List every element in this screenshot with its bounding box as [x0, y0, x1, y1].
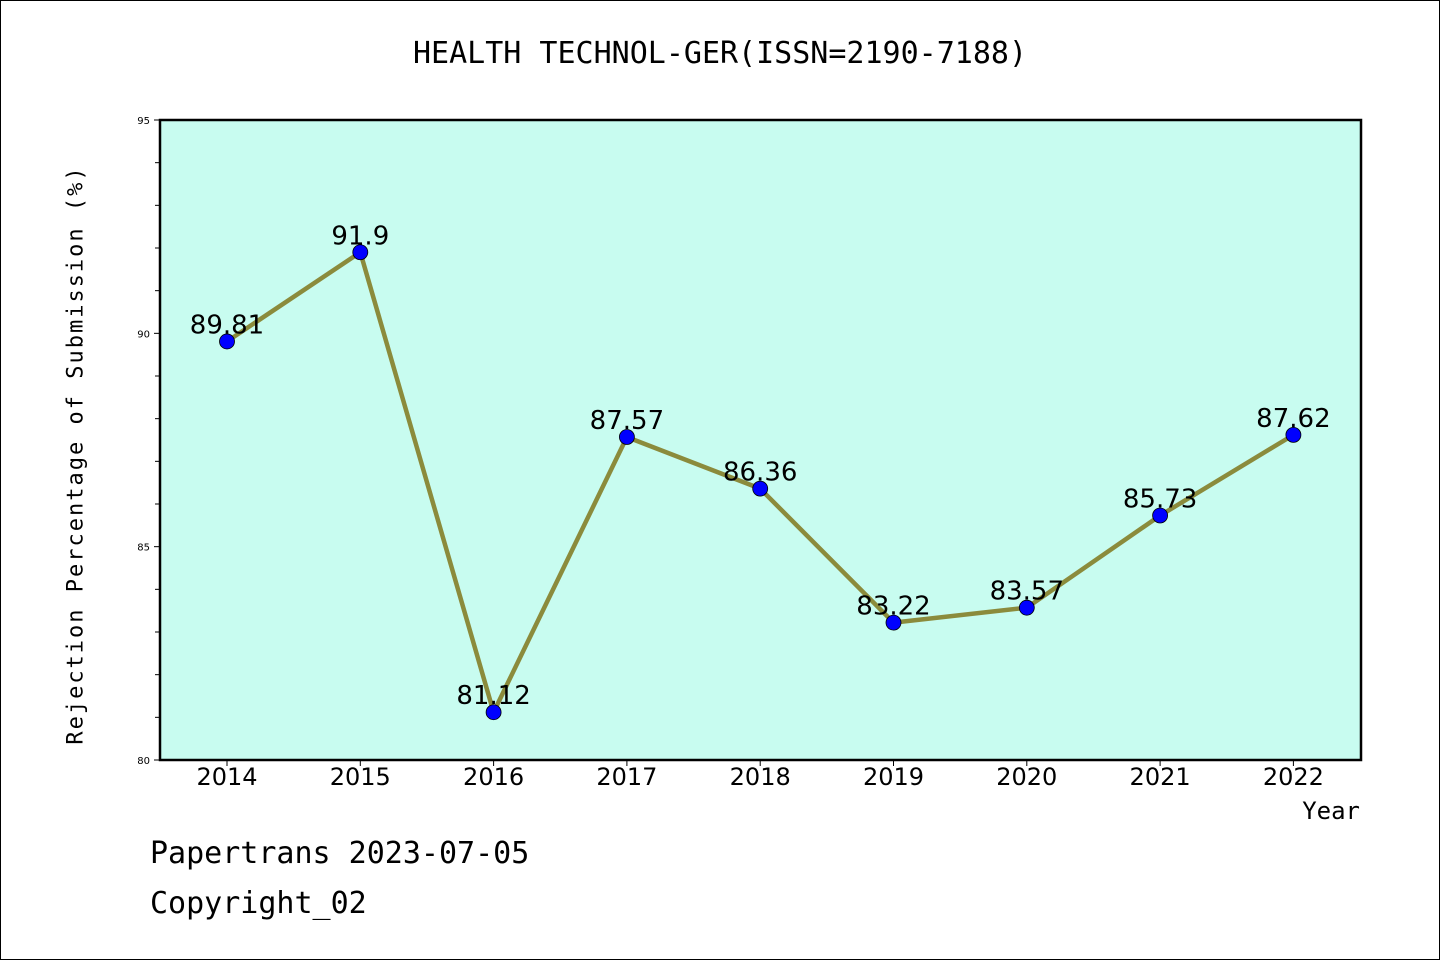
x-tick-label: 2020: [996, 763, 1057, 791]
y-axis-ticks: 80 85 90 95: [137, 116, 160, 767]
data-label: 91.9: [331, 221, 389, 251]
x-tick-label: 2016: [463, 763, 524, 791]
x-tick-label: 2018: [730, 763, 791, 791]
y-tick-label: 95: [137, 116, 150, 127]
x-tick-label: 2022: [1263, 763, 1324, 791]
x-tick-label: 2014: [196, 763, 257, 791]
data-label: 87.62: [1256, 404, 1330, 434]
data-label: 89.81: [190, 310, 264, 340]
data-labels: 89.81 91.9 81.12 87.57 86.36 83.22 83.57 85.73 8…: [190, 221, 1331, 711]
x-tick-label: 2015: [330, 763, 391, 791]
chart-title: HEALTH TECHNOL-GER(ISSN=2190-7188): [412, 36, 1028, 71]
plot-border: [158, 118, 1363, 762]
data-point: [619, 429, 635, 445]
data-point: [352, 244, 369, 261]
plot-area: [160, 120, 1361, 760]
y-tick-label: 85: [137, 543, 150, 554]
data-label: 86.36: [723, 458, 797, 488]
y-tick-label: 80: [137, 756, 150, 767]
y-tick-label: 90: [137, 329, 150, 340]
data-point: [1285, 426, 1302, 443]
data-label: 83.57: [990, 577, 1064, 607]
data-points: [219, 244, 1302, 721]
footer-copyright: Copyright_02: [150, 886, 367, 921]
data-label: 81.12: [456, 681, 530, 711]
x-tick-label: 2017: [596, 763, 657, 791]
x-axis-label: Year: [1302, 797, 1360, 825]
data-label: 85.73: [1123, 485, 1197, 515]
data-point: [219, 333, 235, 350]
x-axis-ticks: 2014 2015 2016 2017 2018 2019 2020 2021 2022: [196, 760, 1324, 791]
footer-date: Papertrans 2023-07-05: [150, 836, 530, 871]
data-label: 83.22: [856, 592, 930, 622]
data-point: [752, 480, 769, 497]
data-label: 87.57: [590, 406, 664, 436]
x-tick-label: 2021: [1130, 763, 1191, 791]
data-point: [1152, 507, 1168, 524]
x-tick-label: 2019: [863, 763, 924, 791]
data-point: [485, 704, 502, 721]
data-point: [885, 614, 902, 631]
data-point: [1018, 599, 1035, 616]
